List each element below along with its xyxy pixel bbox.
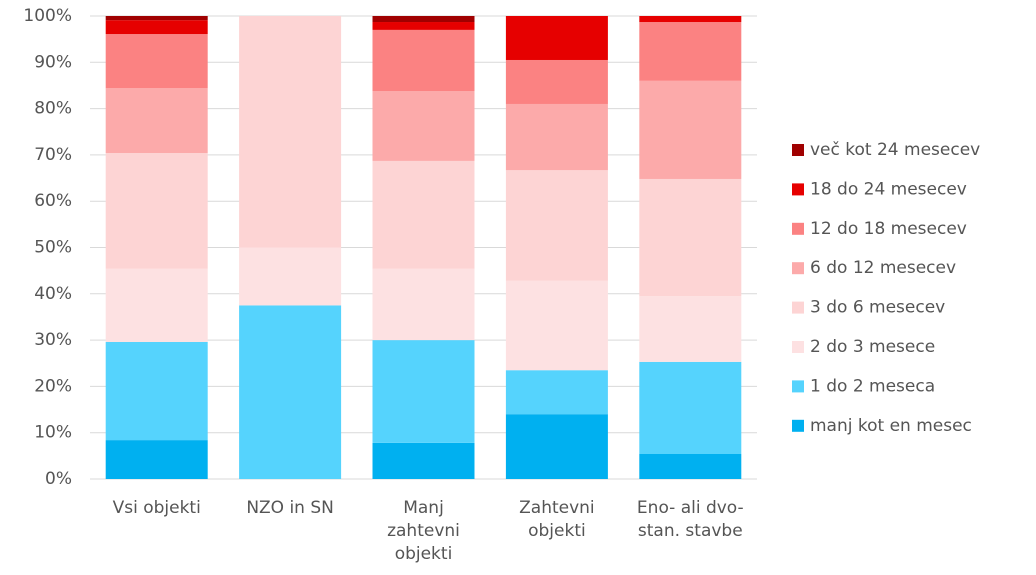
legend-label: 3 do 6 mesecev (810, 298, 945, 318)
legend-label: 2 do 3 mesece (810, 337, 935, 357)
bar-segment (372, 340, 475, 443)
legend-swatch (792, 144, 804, 156)
bar-segment (372, 29, 475, 92)
legend-swatch (792, 301, 804, 314)
bar-segment (505, 170, 608, 281)
legend-label: 6 do 12 mesecev (810, 258, 956, 278)
bar-segment (372, 442, 475, 479)
x-tick-label: Manj (403, 498, 444, 518)
x-tick-label: NZO in SN (246, 498, 334, 518)
x-tick-label: Zahtevni (519, 498, 595, 518)
bar-segment (639, 22, 742, 81)
legend-swatch (792, 341, 804, 353)
x-tick-label: Eno- ali dvo- (637, 498, 744, 518)
bar-segment (239, 305, 342, 479)
bar-segment (372, 16, 475, 23)
bar-segment (105, 341, 208, 441)
y-tick-label: 80% (34, 99, 72, 119)
bar-segment (639, 16, 742, 23)
bar-segment (105, 88, 208, 154)
y-tick-label: 70% (34, 145, 72, 165)
y-tick-label: 50% (34, 238, 72, 258)
bar-segment (639, 453, 742, 479)
bar-segment (639, 296, 742, 362)
legend-label: 18 do 24 mesecev (810, 179, 967, 199)
y-tick-label: 10% (34, 423, 72, 443)
x-tick-label: objekti (528, 521, 586, 541)
bar-segment (105, 153, 208, 269)
legend-swatch (792, 380, 804, 393)
bar-segment (372, 22, 475, 30)
bar-segment (505, 16, 608, 60)
bar-segment (105, 34, 208, 89)
bar-segment (105, 16, 208, 21)
legend-swatch (792, 262, 804, 275)
legend-swatch (792, 419, 804, 432)
x-tick-label: Vsi objekti (113, 498, 201, 518)
x-tick-label: zahtevni (387, 521, 460, 541)
bar-segment (505, 59, 608, 104)
y-tick-label: 90% (34, 52, 72, 72)
bar-segment (505, 414, 608, 479)
bar-segment (105, 268, 208, 342)
y-tick-label: 30% (34, 330, 72, 350)
bar-segment (372, 91, 475, 161)
bar-segment (239, 16, 342, 248)
legend-label: 12 do 18 mesecev (810, 219, 967, 239)
bar-segment (639, 80, 742, 179)
bar-segment (639, 178, 742, 297)
legend-label: 1 do 2 meseca (810, 376, 935, 396)
bar-segment (505, 280, 608, 371)
x-tick-label: objekti (395, 544, 453, 564)
bar-segment (372, 160, 475, 269)
bar-segment (239, 247, 342, 306)
y-tick-label: 20% (34, 376, 72, 396)
y-tick-label: 0% (45, 469, 72, 489)
y-tick-label: 40% (34, 284, 72, 304)
legend-label: več kot 24 mesecev (810, 140, 980, 160)
legend-swatch (792, 222, 804, 235)
bar-segment (639, 361, 742, 454)
x-tick-label: stan. stavbe (638, 521, 743, 541)
bar-segment (505, 103, 608, 171)
bar-segment (372, 268, 475, 341)
legend-label: manj kot en mesec (810, 416, 972, 436)
bar-segment (105, 20, 208, 35)
legend-swatch (792, 183, 804, 196)
bar-segment (105, 440, 208, 479)
y-tick-label: 60% (34, 191, 72, 211)
bar-segment (505, 370, 608, 415)
y-tick-label: 100% (23, 6, 72, 26)
